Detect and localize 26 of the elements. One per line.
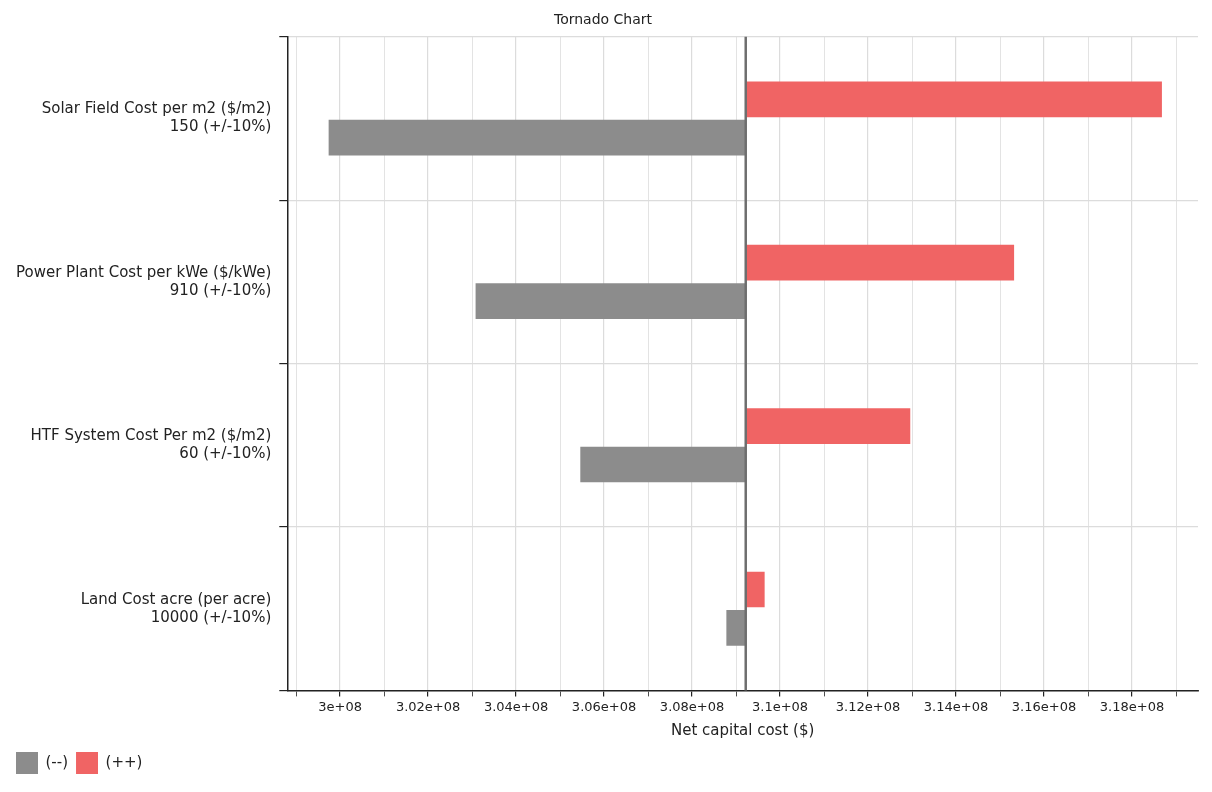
chart-title: Tornado Chart bbox=[552, 11, 653, 28]
x-tick-label: 3.12e+08 bbox=[835, 698, 901, 714]
x-tick-label: 3e+08 bbox=[318, 698, 362, 714]
bar bbox=[745, 571, 765, 608]
x-tick-label: 3.08e+08 bbox=[659, 698, 725, 714]
bar bbox=[745, 244, 1015, 281]
bar bbox=[328, 119, 746, 156]
legend-label: (--) bbox=[45, 752, 69, 771]
bar bbox=[726, 610, 746, 646]
bar bbox=[745, 408, 911, 444]
legend-label: (++) bbox=[105, 752, 143, 771]
y-tick-label: Land Cost acre (per acre) 10000 (+/-10%) bbox=[80, 589, 272, 626]
bar bbox=[475, 283, 746, 319]
y-tick-label: HTF System Cost Per m2 ($/m2) 60 (+/-10%) bbox=[30, 426, 272, 463]
x-tick-label: 3.1e+08 bbox=[751, 698, 809, 714]
x-tick-label: 3.04e+08 bbox=[483, 698, 549, 714]
x-axis-title: Net capital cost ($) bbox=[670, 720, 815, 739]
y-tick-label: Power Plant Cost per kWe ($/kWe) 910 (+/-10%) bbox=[15, 262, 272, 299]
x-tick-label: 3.16e+08 bbox=[1011, 698, 1077, 714]
x-tick-label: 3.18e+08 bbox=[1099, 698, 1165, 714]
x-tick-label: 3.02e+08 bbox=[395, 698, 461, 714]
bar bbox=[580, 446, 746, 483]
y-tick-label: Solar Field Cost per m2 ($/m2) 150 (+/-10%) bbox=[41, 99, 272, 136]
x-tick-label: 3.06e+08 bbox=[571, 698, 637, 714]
x-tick-label: 3.14e+08 bbox=[923, 698, 989, 714]
bar bbox=[745, 81, 1162, 118]
